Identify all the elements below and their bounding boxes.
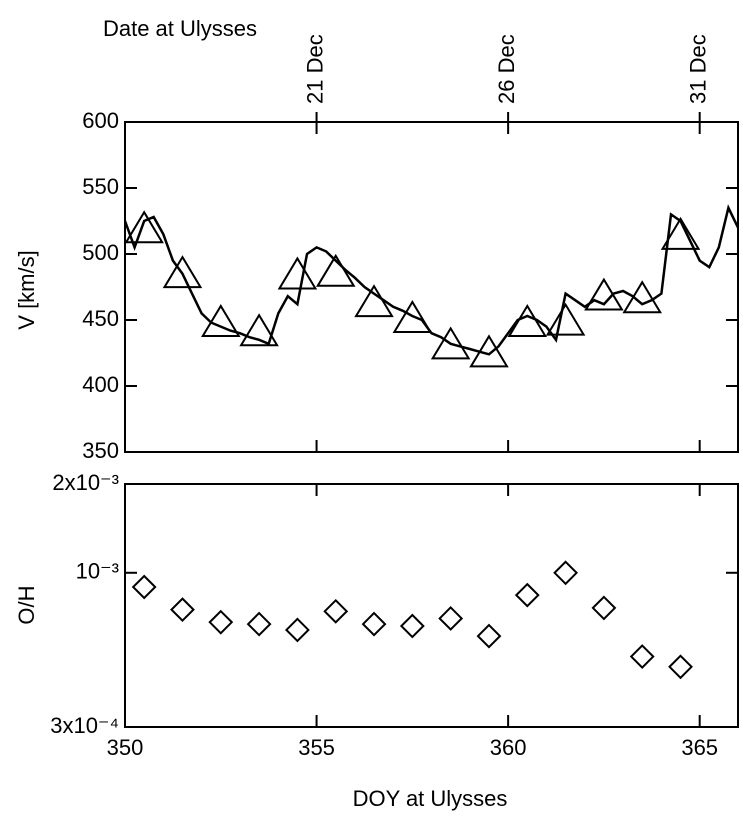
triangle-marker bbox=[277, 256, 318, 290]
diamond-marker bbox=[323, 598, 349, 624]
x-tick-label: 365 bbox=[681, 735, 718, 760]
triangle-marker bbox=[162, 255, 203, 289]
triangle-marker bbox=[584, 277, 624, 311]
velocity-line bbox=[123, 204, 740, 356]
top-tick-label: 31 Dec bbox=[686, 34, 711, 104]
diamond-marker bbox=[208, 609, 234, 635]
x-tick-label: 360 bbox=[490, 735, 527, 760]
diamond-marker bbox=[246, 611, 272, 637]
triangle-marker bbox=[469, 334, 509, 368]
diamond-marker bbox=[438, 606, 464, 631]
triangle-marker bbox=[622, 280, 662, 314]
y-tick-label: 550 bbox=[82, 174, 119, 199]
diamond-marker bbox=[361, 611, 387, 637]
diamond-marker bbox=[668, 654, 693, 680]
diamond-marker bbox=[399, 613, 425, 639]
diamond-marker bbox=[514, 582, 540, 608]
y-tick-label: 3x10⁻⁴ bbox=[50, 713, 119, 738]
plot-frame bbox=[124, 483, 739, 728]
y-axis-label: O/H bbox=[14, 585, 39, 624]
x-axis-label: DOY at Ulysses bbox=[353, 786, 508, 811]
diamond-marker bbox=[591, 595, 617, 621]
triangle-marker bbox=[239, 313, 279, 347]
plot-frame bbox=[124, 121, 739, 453]
triangle-marker bbox=[430, 326, 471, 360]
top-tick-label: 21 Dec bbox=[302, 34, 327, 104]
triangle-marker bbox=[201, 304, 241, 337]
triangle-marker bbox=[392, 300, 433, 333]
y-tick-label: 10⁻³ bbox=[76, 559, 119, 584]
y-axis-label: V [km/s] bbox=[14, 250, 39, 329]
top-axis-label: Date at Ulysses bbox=[103, 16, 257, 41]
triangle-marker bbox=[354, 284, 394, 318]
triangle-marker bbox=[545, 302, 586, 336]
x-tick-label: 350 bbox=[107, 735, 144, 760]
top-tick-label: 26 Dec bbox=[494, 34, 519, 104]
diamond-marker bbox=[629, 644, 655, 669]
triangle-marker bbox=[507, 304, 548, 337]
diamond-marker bbox=[476, 623, 502, 649]
diamond-marker bbox=[553, 560, 579, 586]
y-tick-label: 500 bbox=[82, 240, 119, 265]
y-tick-label: 400 bbox=[82, 372, 119, 397]
triangle-marker bbox=[660, 216, 701, 250]
triangle-marker bbox=[124, 210, 164, 244]
y-tick-label: 450 bbox=[82, 306, 119, 331]
y-tick-label: 350 bbox=[82, 438, 119, 463]
diamond-marker bbox=[131, 574, 157, 600]
diamond-marker bbox=[170, 597, 195, 623]
y-tick-label: 2x10⁻³ bbox=[52, 470, 119, 495]
triangle-marker bbox=[315, 253, 356, 287]
diamond-marker bbox=[284, 617, 310, 643]
y-tick-label: 600 bbox=[82, 108, 119, 133]
x-tick-label: 355 bbox=[298, 735, 335, 760]
